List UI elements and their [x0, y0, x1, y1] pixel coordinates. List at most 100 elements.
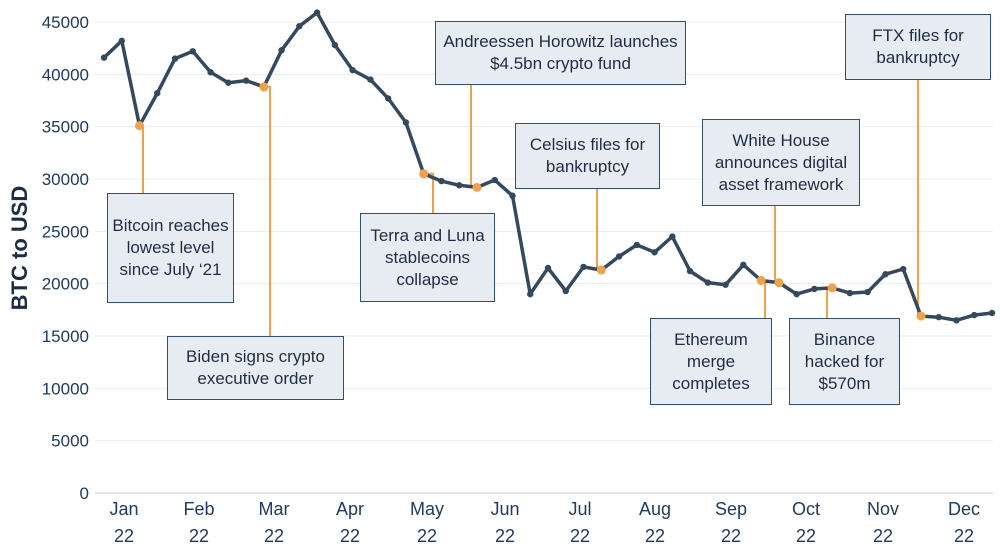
price-point	[971, 311, 978, 319]
price-point	[349, 66, 356, 74]
x-tick-month: Feb	[183, 499, 214, 519]
callout-terra-luna: Terra and Luna stablecoins collapse	[360, 213, 495, 302]
y-tick-label: 35000	[42, 118, 89, 137]
leader-line	[761, 279, 766, 318]
y-tick-label: 40000	[42, 65, 89, 84]
leader-line	[263, 85, 271, 336]
price-point	[118, 37, 125, 45]
x-tick-month: Apr	[336, 499, 364, 519]
x-tick-year: 22	[264, 526, 284, 546]
price-point	[456, 182, 463, 189]
x-tick-year: 22	[570, 526, 590, 546]
price-point	[509, 192, 516, 199]
price-point	[313, 9, 321, 16]
x-tick-month: Oct	[792, 499, 820, 519]
price-point	[367, 76, 374, 83]
y-axis-ticks: 0 5000 10000 15000 20000 25000 30000 35000 40000…	[42, 13, 89, 503]
leader-line	[826, 286, 833, 318]
x-tick-month: Jul	[568, 499, 591, 519]
x-tick-month: Dec	[948, 499, 980, 519]
x-tick-year: 22	[954, 526, 974, 546]
price-point	[846, 289, 854, 297]
x-tick-year: 22	[114, 526, 134, 546]
x-tick-year: 22	[645, 526, 665, 546]
price-point	[864, 288, 871, 296]
price-point	[988, 309, 996, 317]
leader-line	[470, 85, 477, 189]
x-tick-month: Nov	[867, 499, 899, 519]
callout-biden-order: Biden signs crypto executive order	[167, 336, 344, 400]
price-point	[882, 271, 889, 278]
callout-celsius: Celsius files for bankruptcy	[515, 123, 660, 189]
price-point	[669, 233, 676, 240]
callout-bitcoin-lowest: Bitcoin reaches lowest level since July …	[107, 193, 234, 303]
x-tick-year: 22	[721, 526, 741, 546]
event-markers	[135, 82, 926, 321]
price-point	[544, 264, 552, 272]
price-point	[811, 285, 818, 293]
y-tick-label: 25000	[42, 222, 89, 241]
event-marker	[596, 265, 606, 275]
y-tick-label: 10000	[42, 379, 89, 398]
x-tick-year: 22	[796, 526, 816, 546]
y-tick-label: 20000	[42, 275, 89, 294]
y-axis-label: BTC to USD	[7, 186, 32, 311]
price-point	[740, 261, 747, 269]
callout-andreessen-fund: Andreessen Horowitz launches $4.5bn cryp…	[435, 21, 686, 85]
price-point	[154, 89, 161, 97]
event-marker	[756, 276, 766, 286]
y-tick-label: 5000	[51, 432, 89, 451]
x-tick-year: 22	[340, 526, 360, 546]
leader-line	[596, 189, 602, 272]
price-point	[651, 249, 658, 256]
event-marker	[135, 121, 145, 131]
y-tick-label: 15000	[42, 327, 89, 346]
x-tick-month: Jan	[109, 499, 138, 519]
x-tick-year: 22	[495, 526, 515, 546]
price-point	[438, 177, 445, 185]
price-point	[225, 79, 232, 86]
price-point	[953, 317, 960, 324]
callout-white-house: White House announces digital asset fram…	[702, 119, 860, 206]
event-marker	[827, 283, 837, 293]
price-point	[686, 267, 694, 275]
x-tick-month: Aug	[639, 499, 671, 519]
x-tick-month: Mar	[259, 499, 290, 519]
callout-ethereum-merge: Ethereum merge completes	[650, 318, 772, 405]
leader-line	[423, 172, 434, 213]
event-marker	[419, 169, 429, 179]
price-point	[562, 287, 569, 295]
price-point	[384, 95, 392, 102]
price-point	[402, 119, 410, 126]
price-point	[331, 41, 339, 49]
price-point	[296, 22, 303, 30]
price-point	[633, 241, 640, 249]
x-tick-month: Sep	[715, 499, 747, 519]
x-tick-year: 22	[873, 526, 893, 546]
x-tick-month: Jun	[490, 499, 519, 519]
event-marker	[774, 278, 784, 288]
event-marker	[259, 82, 269, 92]
price-point	[793, 290, 800, 298]
price-point	[527, 290, 534, 298]
event-marker	[472, 182, 482, 192]
price-point	[704, 279, 712, 286]
x-tick-year: 22	[189, 526, 209, 546]
price-point	[722, 281, 729, 288]
price-point	[615, 253, 623, 260]
callout-ftx: FTX files for bankruptcy	[845, 14, 991, 80]
leader-line	[774, 206, 779, 284]
price-point	[278, 47, 285, 54]
callout-binance-hack: Binance hacked for $570m	[789, 318, 900, 405]
price-point	[189, 48, 196, 55]
price-point	[900, 265, 907, 273]
leader-line	[139, 124, 144, 193]
price-point	[242, 77, 250, 84]
price-point	[171, 55, 179, 62]
x-tick-year: 22	[417, 526, 437, 546]
leader-line	[917, 80, 921, 318]
y-tick-label: 0	[80, 484, 89, 503]
price-point	[207, 69, 214, 76]
price-point	[491, 176, 498, 184]
